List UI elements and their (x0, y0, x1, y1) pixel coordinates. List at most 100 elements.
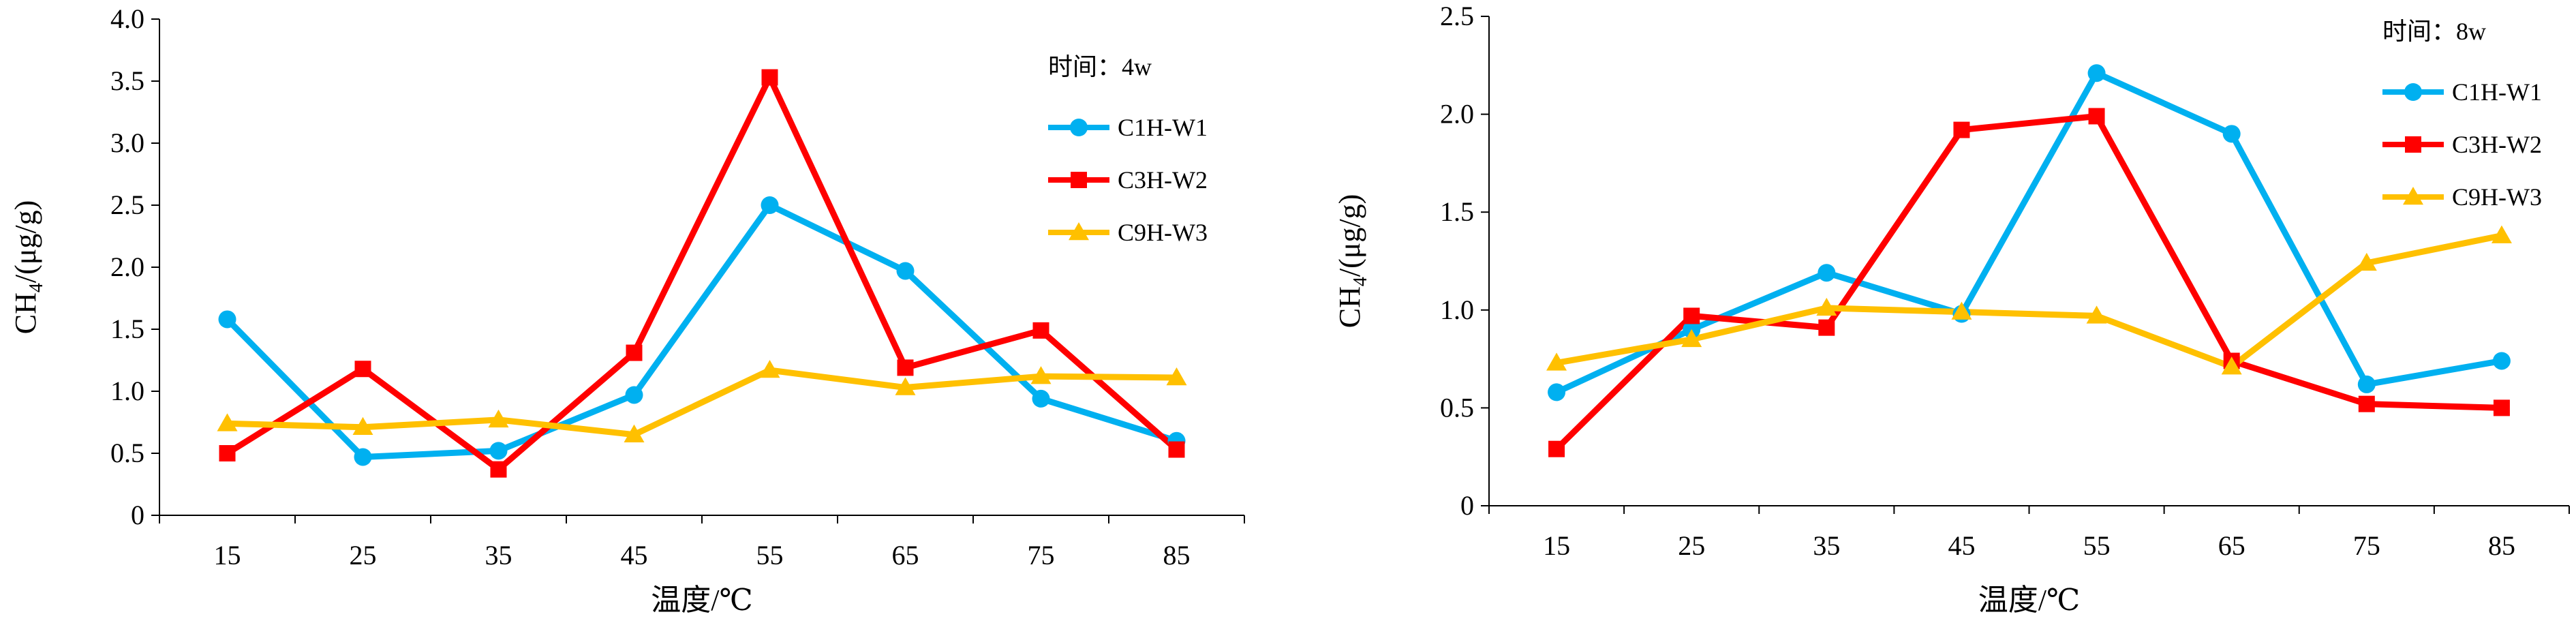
y-tick-label: 0 (131, 500, 144, 530)
legend-label: C1H-W1 (1118, 114, 1208, 141)
series-markers-c3h-w2 (1548, 108, 2510, 457)
data-point-c3h-w2 (219, 445, 236, 461)
data-point-c9h-w3 (1816, 297, 1837, 316)
data-point-c3h-w2 (897, 359, 914, 376)
data-point-c9h-w3 (352, 416, 373, 436)
series-markers-c1h-w1 (1548, 64, 2511, 401)
data-point-c1h-w1 (2222, 125, 2241, 143)
y-tick-label: 2.0 (110, 252, 144, 282)
data-point-c3h-w2 (354, 361, 371, 378)
data-point-c3h-w2 (1032, 322, 1049, 339)
y-tick-label: 1.5 (1440, 196, 1474, 227)
y-axis-title-subscript: 4 (1350, 277, 1371, 286)
x-tick-label: 15 (214, 540, 241, 571)
legend-label: C9H-W3 (1118, 219, 1208, 246)
x-tick-label: 75 (2353, 530, 2380, 561)
legend-label: C3H-W2 (2452, 131, 2542, 158)
data-point-c3h-w2 (1548, 440, 1565, 457)
y-axis-title: CH4/(μg/g) (1333, 194, 1371, 328)
data-point-c1h-w1 (1818, 264, 1836, 282)
data-point-c1h-w1 (489, 442, 508, 460)
y-tick-label: 0.5 (110, 438, 144, 468)
y-tick-label: 4.0 (110, 3, 144, 34)
y-axis-title-unit: /(μg/g) (1333, 194, 1366, 277)
x-axis-title: 温度/℃ (1978, 583, 2080, 617)
x-axis-title: 温度/℃ (651, 583, 752, 617)
x-tick-label: 65 (2218, 530, 2245, 561)
series-markers-c9h-w3 (1546, 225, 2512, 375)
data-point-c9h-w3 (488, 409, 509, 428)
x-tick-label: 85 (2488, 530, 2515, 561)
x-tick-label: 25 (1678, 530, 1705, 561)
data-point-c1h-w1 (625, 386, 643, 404)
data-point-c1h-w1 (2492, 352, 2511, 370)
line-chart-8w: 0 0.5 1.0 1.5 2.0 2.5 15 25 35 45 55 65 75 85 温度/℃ CH4/… (1333, 1, 2570, 617)
data-point-c3h-w2 (490, 461, 507, 478)
data-point-c9h-w3 (2221, 356, 2242, 375)
data-point-c9h-w3 (2491, 225, 2512, 243)
y-tick-label: 1.0 (1440, 294, 1474, 325)
legend-swatch-marker (1070, 119, 1088, 136)
data-point-c3h-w2 (1683, 307, 1700, 324)
y-tick-label: 1.0 (110, 376, 144, 406)
legend-title: 时间：8w (2382, 18, 2486, 45)
data-point-c3h-w2 (761, 69, 778, 86)
data-point-c3h-w2 (626, 344, 643, 361)
data-point-c3h-w2 (2358, 395, 2375, 412)
line-chart-4w: 0 0.5 1.0 1.5 2.0 2.5 3.0 3.5 4.0 15 25 35 45 55 65 75 8… (9, 3, 1245, 617)
data-point-c1h-w1 (354, 448, 372, 466)
data-point-c3h-w2 (1953, 121, 1970, 138)
series-line-c9h-w3 (1556, 232, 2502, 370)
data-point-c3h-w2 (1818, 319, 1835, 336)
x-tick-label: 85 (1163, 540, 1191, 571)
data-point-c9h-w3 (1166, 367, 1187, 386)
data-point-c1h-w1 (896, 262, 915, 280)
legend-swatch-marker (1069, 222, 1089, 241)
y-tick-label: 2.5 (110, 189, 144, 220)
legend-label: C1H-W1 (2452, 78, 2542, 106)
data-point-c9h-w3 (1546, 352, 1567, 371)
data-point-c9h-w3 (759, 360, 780, 378)
x-tick-label: 35 (1813, 530, 1840, 561)
y-tick-label: 0 (1460, 490, 1474, 521)
data-point-c9h-w3 (2086, 305, 2107, 324)
x-tick-label: 75 (1028, 540, 1055, 571)
data-point-c1h-w1 (761, 196, 779, 214)
data-point-c9h-w3 (217, 413, 238, 431)
series-line-c3h-w2 (226, 74, 1179, 473)
legend-swatch-marker (1071, 172, 1087, 188)
y-tick-label: 2.5 (1440, 1, 1474, 31)
y-axis-title: CH4/(μg/g) (9, 200, 47, 334)
y-axis-title-unit: /(μg/g) (9, 200, 42, 283)
data-point-c1h-w1 (1032, 389, 1050, 408)
x-tick-label: 45 (621, 540, 648, 571)
series-markers-c3h-w2 (219, 69, 1185, 478)
x-tick-label: 35 (485, 540, 512, 571)
data-point-c9h-w3 (1030, 366, 1052, 384)
legend-swatch-marker (2403, 187, 2423, 205)
x-tick-label: 55 (756, 540, 784, 571)
y-tick-label: 3.5 (110, 65, 144, 96)
x-tick-label: 25 (350, 540, 377, 571)
series-markers-c1h-w1 (218, 196, 1186, 466)
data-point-c1h-w1 (218, 310, 236, 329)
data-point-c9h-w3 (1681, 329, 1702, 348)
data-point-c3h-w2 (2088, 108, 2105, 125)
data-point-c9h-w3 (624, 424, 645, 442)
y-tick-label: 3.0 (110, 127, 144, 158)
legend-swatch-marker (2404, 83, 2422, 101)
y-tick-label: 2.0 (1440, 99, 1474, 130)
y-axis-title-main: CH (1333, 286, 1366, 328)
data-point-c9h-w3 (2356, 252, 2377, 271)
y-tick-label: 0.5 (1440, 392, 1474, 423)
y-tick-label: 1.5 (110, 314, 144, 344)
data-point-c3h-w2 (2493, 399, 2510, 416)
data-point-c1h-w1 (2087, 64, 2106, 82)
series-line-c9h-w3 (227, 367, 1177, 438)
legend-swatch-marker (2405, 136, 2421, 153)
legend-label: C9H-W3 (2452, 183, 2542, 211)
data-point-c9h-w3 (1951, 301, 1972, 320)
data-point-c9h-w3 (895, 377, 916, 395)
legend-title: 时间：4w (1048, 53, 1152, 80)
data-point-c3h-w2 (1168, 441, 1185, 458)
